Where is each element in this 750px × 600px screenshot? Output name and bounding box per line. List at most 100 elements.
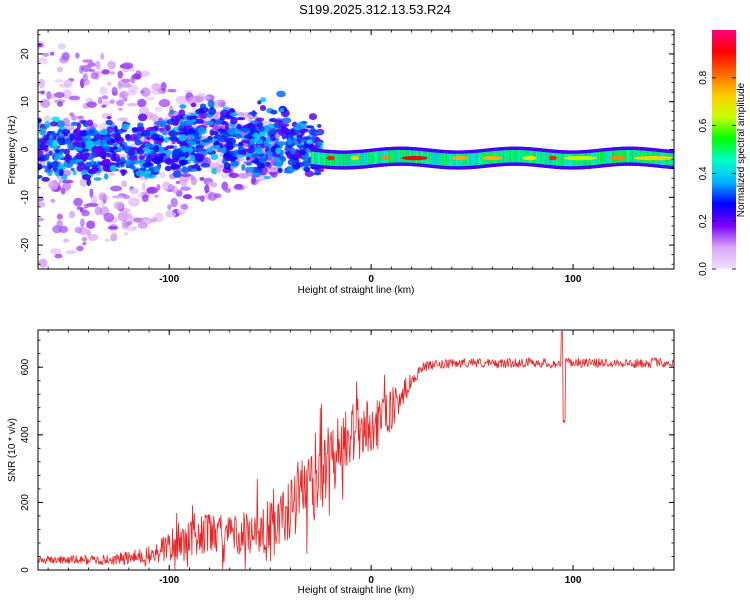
spectrogram-cell [284, 147, 291, 152]
spectrogram-cell [111, 86, 118, 97]
spectrogram-cell [121, 219, 130, 230]
x-tick-label: 0 [368, 274, 374, 285]
snr-ticks: -100 0 100 0 200 400 600 [20, 330, 675, 586]
spectrogram-cell [76, 122, 82, 129]
spectrogram-cell [313, 172, 322, 176]
spectrogram-cell [144, 170, 152, 174]
spectrogram-cell [150, 133, 160, 141]
colorbar-tick-label: 0.6 [698, 118, 709, 132]
snr-panel: -100 0 100 0 200 400 600 Height of straight li… [7, 329, 675, 596]
spectrogram-cell [290, 147, 296, 155]
spectrogram-cell [260, 97, 267, 103]
spectrogram-cell [82, 148, 90, 153]
spectrogram-cell [79, 178, 88, 187]
spectrogram-cell [85, 97, 94, 103]
spectrogram-cell [200, 162, 211, 168]
spectrogram-cell [40, 165, 49, 169]
spectrogram-cell [184, 120, 194, 126]
spectrogram-cell [270, 109, 278, 115]
spectrogram-cell [46, 90, 52, 100]
spectrogram-cell [137, 98, 147, 108]
colorbar-ticks: 0.0 0.2 0.4 0.6 0.8 [698, 70, 736, 276]
spectrogram-cell [159, 172, 166, 179]
spectrogram-cell [143, 173, 150, 179]
spectrogram-cell [256, 162, 265, 169]
spectrogram-cell [134, 139, 143, 146]
spectrogram-cell [97, 67, 104, 72]
spectrogram-cell [44, 153, 50, 161]
spectrogram-cell [242, 184, 248, 188]
spectrogram-cell [103, 146, 110, 152]
spectrogram-cell [106, 81, 112, 87]
spectrogram-cell [42, 52, 50, 57]
spectrogram-cell [58, 168, 64, 177]
spectrogram-cell [65, 250, 77, 255]
x-tick-label: -100 [159, 575, 179, 586]
spectrogram-cell [196, 144, 201, 151]
spectrogram-cell [184, 89, 193, 93]
spectrogram-cell [154, 194, 159, 198]
spectrogram-cell [98, 129, 109, 136]
spectrogram-cell [230, 116, 238, 125]
spectrogram-cell [246, 166, 255, 173]
spectrogram-cell [208, 191, 218, 202]
spectrogram-cell [152, 166, 160, 174]
spectrogram-cell [90, 72, 99, 80]
spectrogram-cell [138, 106, 150, 116]
spectrogram-cell [125, 159, 132, 168]
spectrogram-cell [482, 155, 503, 161]
spectrogram-cell [68, 159, 75, 165]
spectrogram-cell [159, 153, 165, 158]
spectrogram-cell [267, 123, 274, 129]
spectrogram-cell [306, 139, 313, 145]
spectrogram-cell [75, 52, 80, 59]
spectrogram-cell [80, 218, 85, 228]
spectrogram-cell [207, 99, 215, 108]
spectrogram-cell [170, 163, 180, 170]
spectrogram-cell [54, 79, 64, 83]
spectrogram-cell [259, 104, 267, 111]
spectrogram-cell [47, 138, 54, 146]
y-tick-label: 200 [20, 494, 31, 511]
spectrogram-cell [49, 130, 56, 136]
spectrogram-cell [175, 95, 188, 105]
spectrogram-cell [125, 90, 137, 96]
spectrogram-cell [117, 80, 123, 90]
spectrogram-cell [268, 128, 278, 136]
spectrogram-cell [163, 147, 169, 151]
spectrogram-cell [235, 133, 243, 139]
spectrogram-cell [68, 95, 81, 101]
spectrogram-cell [95, 60, 101, 70]
spectrogram-cell [178, 134, 187, 142]
spectrogram-cell [158, 98, 171, 108]
spectrogram-cell [117, 70, 124, 79]
spectrogram-cell [225, 149, 231, 154]
spectrogram-cell [227, 137, 237, 145]
spectrogram-cell [130, 133, 137, 142]
spectrogram-cell [141, 194, 149, 203]
spectrogram-cell [129, 165, 136, 170]
spectrogram-cell [63, 79, 73, 88]
spectrogram-cell [169, 110, 175, 115]
spectrogram-cell [63, 238, 70, 243]
spectrogram-cell [102, 158, 111, 164]
y-tick-label: 10 [20, 96, 31, 108]
spectrogram-cell [199, 103, 207, 109]
spectrogram-cell [108, 172, 116, 177]
spectrogram-cell [162, 181, 168, 191]
spectrogram-cell [181, 203, 189, 210]
spectrogram-cell [286, 137, 292, 146]
spectrogram-cell [57, 43, 66, 50]
spectrogram-cell [224, 187, 232, 193]
spectrogram-cell [64, 137, 72, 145]
spectrogram-cell [70, 121, 79, 126]
spectrogram-cell [215, 119, 223, 125]
spectrogram-cell [130, 67, 135, 72]
snr-frame [37, 329, 675, 571]
spectrogram-cell [38, 163, 41, 171]
spectrogram-cell [208, 107, 217, 115]
spectrogram-cell [263, 175, 272, 180]
spectrogram-cell [122, 212, 133, 219]
spectrogram-cell [109, 99, 115, 104]
spectrogram-cell [38, 149, 44, 156]
